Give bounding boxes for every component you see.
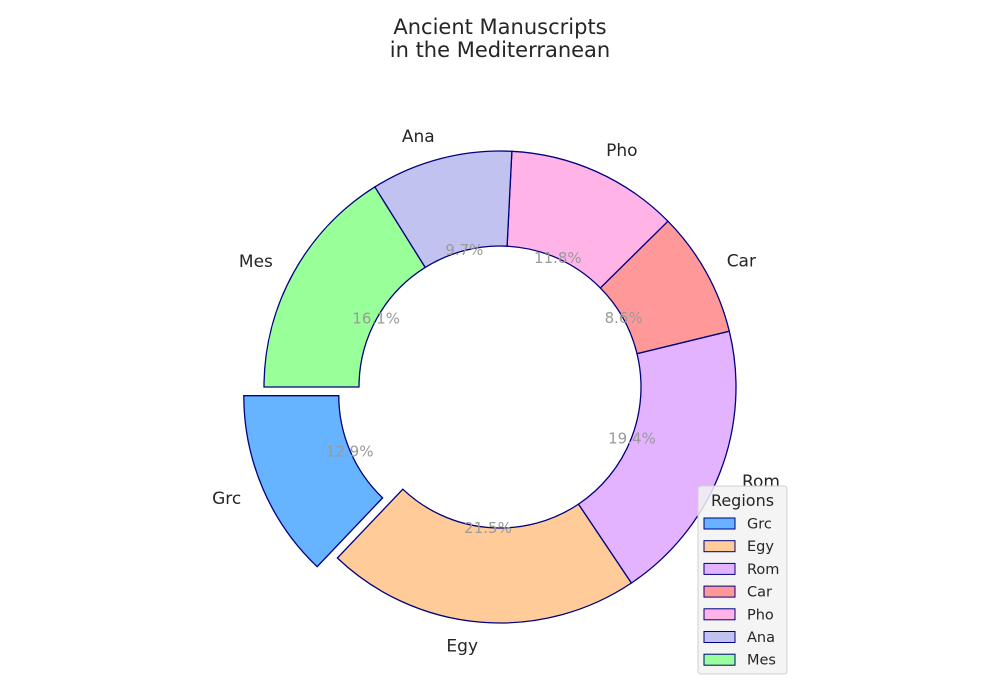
wedge-rom <box>577 330 737 584</box>
legend-swatch-ana <box>703 631 736 643</box>
pie-wedges <box>243 150 737 624</box>
wedge-egy <box>336 488 633 624</box>
legend-swatch-grc <box>703 517 736 530</box>
legend-swatch-pho <box>703 608 736 621</box>
wedge-mes <box>263 186 427 388</box>
legend-swatch-car <box>703 585 736 598</box>
category-label-ana: Ana <box>402 127 435 147</box>
category-label-pho: Pho <box>606 141 637 161</box>
legend-frame <box>697 485 788 675</box>
legend-swatch-egy <box>703 540 736 553</box>
legend-swatch-mes <box>703 653 736 666</box>
legend-swatch-rom <box>703 562 736 575</box>
percent-label-ana: 9.7% <box>445 241 483 259</box>
legend-title: Regions <box>711 491 774 510</box>
chart-title: Ancient Manuscripts in the Mediterranean <box>390 15 611 62</box>
legend: Regions Grc Egy Rom Car Pho Ana Mes <box>697 485 788 675</box>
category-label-mes: Mes <box>239 252 273 272</box>
legend-label-egy: Egy <box>747 539 774 555</box>
chart-title-line-1: Ancient Manuscripts <box>393 15 606 39</box>
legend-label-grc: Grc <box>747 517 772 533</box>
category-label-grc: Grc <box>212 489 241 509</box>
legend-label-ana: Ana <box>747 630 775 646</box>
percent-label-rom: 19.4% <box>608 429 656 447</box>
percent-label-pho: 11.8% <box>534 249 582 267</box>
legend-label-rom: Rom <box>747 562 779 578</box>
percent-label-mes: 16.1% <box>352 309 400 327</box>
legend-label-pho: Pho <box>747 607 774 623</box>
wedge-grc <box>243 395 384 568</box>
legend-items: Grc Egy Rom Car Pho Ana Mes <box>703 517 779 669</box>
percent-labels: 12.9% 21.5% 19.4% 8.6% 11.8% 9.7% 16.1% <box>326 241 656 537</box>
percent-label-car: 8.6% <box>605 309 643 327</box>
legend-label-mes: Mes <box>747 653 776 669</box>
percent-label-grc: 12.9% <box>326 443 374 461</box>
percent-label-egy: 21.5% <box>464 519 512 537</box>
category-label-egy: Egy <box>446 637 478 657</box>
chart-title-line-2: in the Mediterranean <box>390 38 611 62</box>
legend-label-car: Car <box>747 585 772 601</box>
category-label-car: Car <box>727 252 756 272</box>
